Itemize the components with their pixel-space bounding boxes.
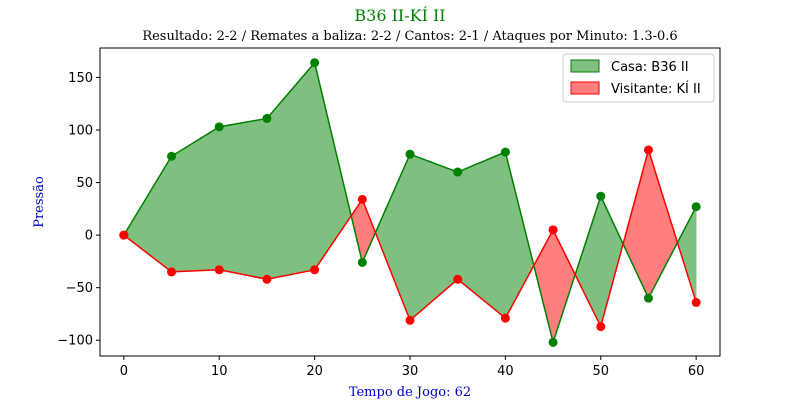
data-point-s1-1	[167, 267, 177, 277]
fill-areas	[123, 62, 697, 343]
data-point-s1-8	[500, 313, 510, 323]
x-tick-label-4: 40	[497, 364, 514, 379]
data-point-s0-5	[357, 257, 367, 267]
fill-segment-11-b	[677, 206, 697, 303]
x-tick-label-5: 50	[592, 364, 609, 379]
y-tick-label-5: 150	[68, 71, 93, 86]
fill-segment-11-a	[648, 149, 678, 299]
fill-segment-10-a	[600, 196, 624, 327]
data-point-s0-1	[167, 151, 177, 161]
data-point-s0-4	[310, 58, 320, 68]
data-point-s0-12	[691, 202, 701, 212]
data-point-s1-4	[310, 265, 320, 275]
data-point-s1-0	[119, 230, 129, 240]
x-tick-label-1: 10	[211, 364, 228, 379]
data-point-s1-10	[596, 322, 606, 332]
data-point-s0-6	[405, 149, 415, 159]
data-point-s1-3	[262, 274, 272, 284]
fill-segment-5-a	[362, 199, 376, 263]
fill-segment-1	[171, 126, 220, 273]
x-tick-label-6: 60	[688, 364, 705, 379]
data-point-s1-12	[691, 297, 701, 307]
data-point-s0-11	[643, 293, 653, 303]
legend-swatch-home	[570, 59, 600, 73]
legend-label-away: Visitante: KÍ II	[611, 81, 701, 97]
data-point-s1-7	[453, 274, 463, 284]
data-point-s0-8	[500, 147, 510, 157]
x-axis-label: Tempo de Jogo: 62	[349, 385, 471, 400]
fill-segment-4-a	[314, 62, 352, 271]
y-axis-label: Pressão	[32, 176, 47, 228]
chart-subtitle: Resultado: 2-2 / Remates a baliza: 2-2 /…	[142, 29, 677, 44]
y-tick-label-3: 50	[76, 176, 93, 191]
data-point-s1-11	[643, 145, 653, 155]
data-point-s1-6	[405, 315, 415, 325]
y-axis-ticks: −100 −50 0 50 100 150	[57, 71, 100, 349]
chart-title: B36 II-KÍ II	[354, 5, 445, 25]
data-point-s0-7	[453, 167, 463, 177]
x-tick-label-2: 20	[306, 364, 323, 379]
data-point-s0-10	[596, 191, 606, 201]
legend-box	[562, 53, 715, 103]
legend-label-home: Casa: B36 II	[611, 60, 689, 75]
data-point-s1-2	[214, 265, 224, 275]
x-tick-label-0: 0	[120, 364, 128, 379]
series-points	[119, 58, 701, 347]
data-point-s0-2	[214, 122, 224, 132]
data-point-s0-9	[548, 337, 558, 347]
data-point-s0-3	[262, 113, 272, 123]
y-tick-label-1: −50	[66, 281, 93, 296]
y-tick-label-4: 100	[68, 123, 93, 138]
fill-segment-3	[266, 62, 315, 280]
y-tick-label-2: 0	[85, 229, 93, 244]
fill-segment-10-b	[622, 149, 649, 299]
fill-segment-0	[123, 155, 172, 273]
x-axis-ticks: 0 10 20 30 40 50 60	[120, 356, 705, 379]
legend-swatch-away	[570, 81, 600, 95]
fill-segment-2	[218, 118, 268, 280]
x-tick-label-3: 30	[402, 364, 419, 379]
fill-segment-5-b	[375, 154, 411, 321]
legend: Casa: B36 II Visitante: KÍ II	[562, 53, 715, 103]
data-point-s1-9	[548, 225, 558, 235]
fill-segment-7	[457, 151, 506, 319]
y-tick-label-0: −100	[57, 334, 93, 349]
data-point-s1-5	[357, 194, 367, 204]
fill-segment-6	[409, 153, 458, 321]
